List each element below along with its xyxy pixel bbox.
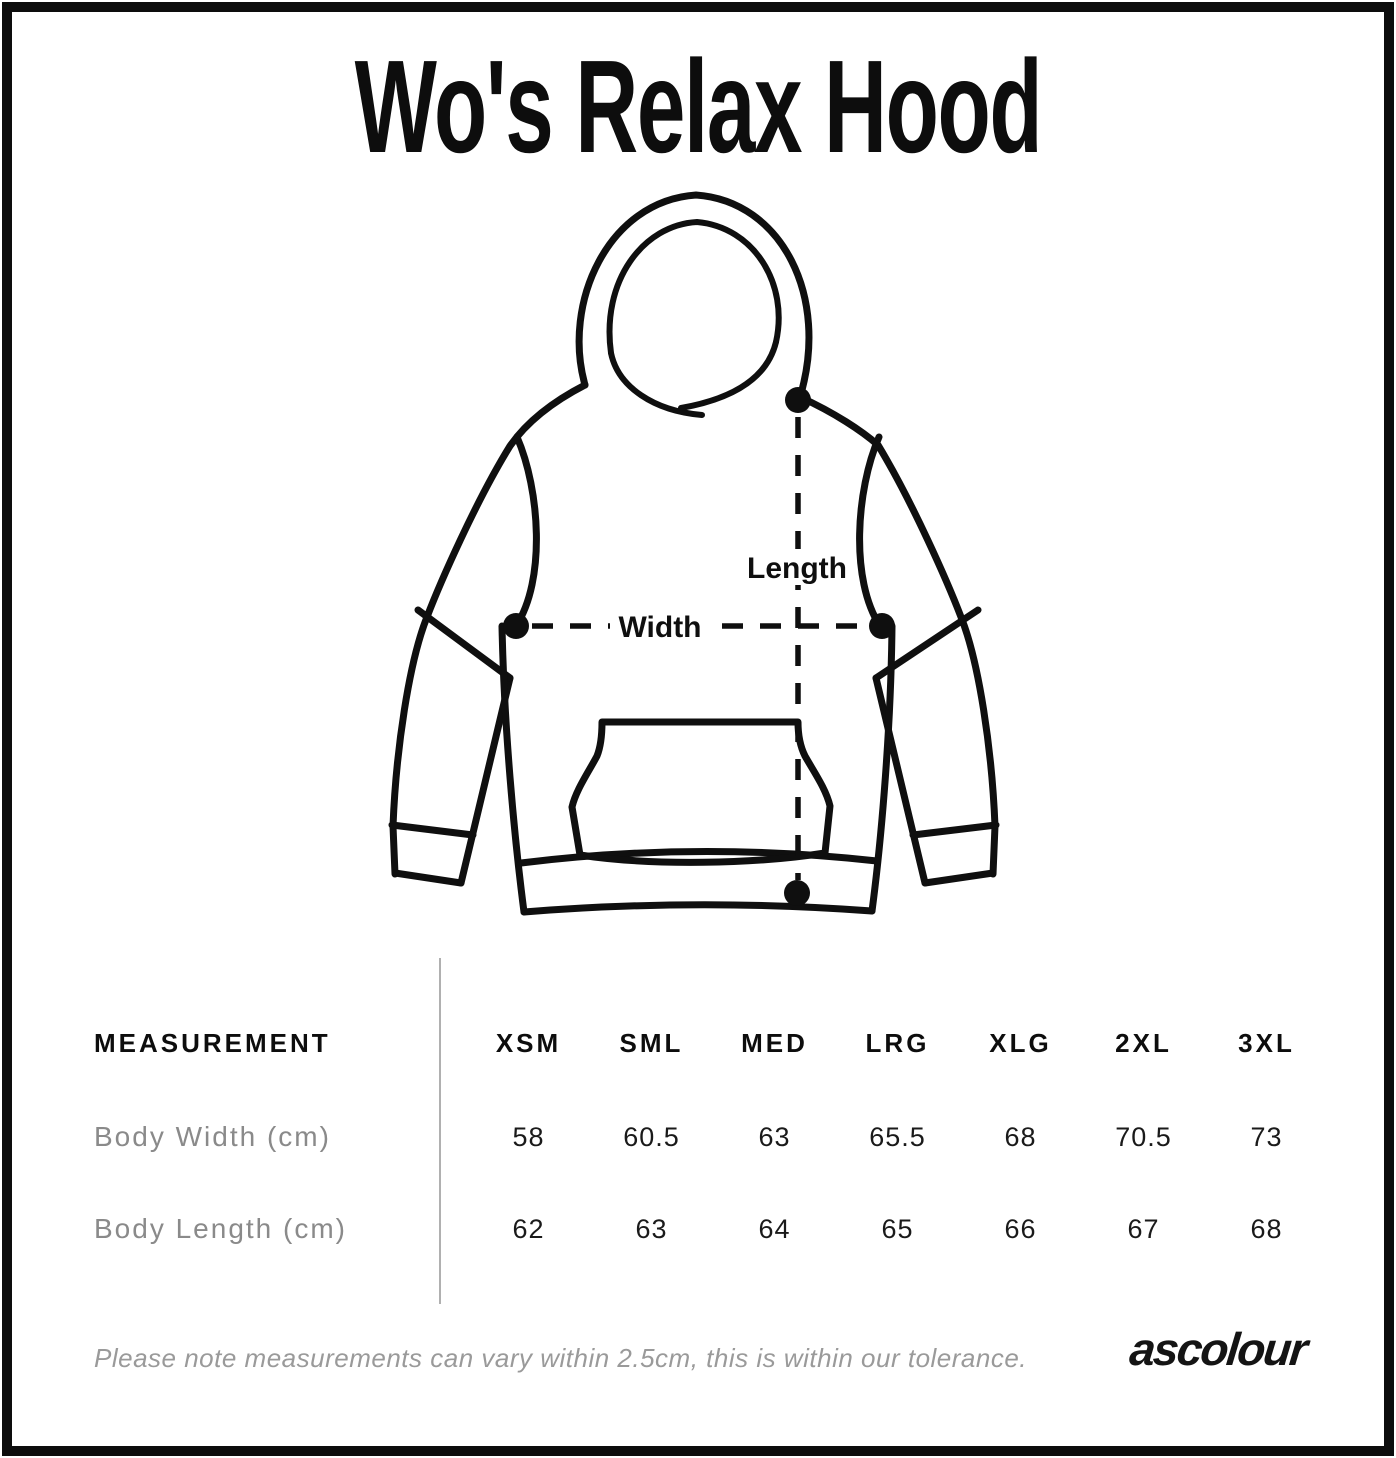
width-label-backing [610, 608, 710, 644]
body-width-2xl: 70.5 [1115, 1122, 1172, 1152]
size-header-sml: SML [619, 1028, 684, 1058]
body-length-sml: 63 [635, 1214, 668, 1244]
length-label: Length [747, 552, 847, 585]
body-length-med: 64 [758, 1214, 791, 1244]
size-header-3xl: 3XL [1238, 1028, 1295, 1058]
size-header-xlg: XLG [989, 1028, 1052, 1058]
neck-measure-dot [785, 387, 811, 413]
body-width-xsm: 58 [512, 1122, 545, 1152]
left-sleeve-outer [389, 381, 589, 878]
body-length-lrg: 65 [881, 1214, 914, 1244]
measurement-header: MEASUREMENT [94, 1028, 331, 1058]
right-raglan-seam [856, 433, 884, 630]
body-width-label: Body Width (cm) [94, 1121, 331, 1152]
body-width-row: Body Width (cm) 58 60.5 63 65.5 68 70.5 … [94, 1117, 1334, 1157]
size-header-lrg: LRG [865, 1028, 930, 1058]
hoodie-size-diagram: Length Width [388, 191, 1000, 916]
left-underarm-seam [414, 606, 514, 682]
left-sleeve-inner [457, 674, 514, 887]
hood-left-flap [608, 350, 705, 418]
body-width-lrg: 65.5 [869, 1122, 926, 1152]
ascolour-logo: ascolour [1127, 1323, 1309, 1375]
left-cuff-top [388, 821, 477, 839]
width-label: Width [618, 611, 701, 644]
hood-right-flap [678, 339, 779, 411]
size-header-2xl: 2XL [1115, 1028, 1172, 1058]
page-title: Wo's Relax Hood [354, 33, 1043, 180]
hem-top-line [517, 847, 881, 867]
hood-inner-outline [606, 219, 782, 356]
hem-measure-dot [784, 880, 810, 906]
right-sleeve-outer [796, 393, 999, 878]
size-header-med: MED [741, 1028, 808, 1058]
left-raglan-seam [512, 433, 540, 630]
tolerance-note: Please note measurements can vary within… [94, 1343, 1028, 1373]
size-header-xsm: XSM [495, 1028, 562, 1058]
body-length-label: Body Length (cm) [94, 1213, 347, 1244]
body-length-xsm: 62 [512, 1214, 545, 1244]
table-divider-line [439, 958, 441, 1304]
body-width-med: 63 [758, 1122, 791, 1152]
body-length-xlg: 66 [1004, 1214, 1037, 1244]
hood-outer-outline [575, 191, 813, 401]
right-cuff-bottom [921, 869, 997, 887]
left-cuff-bottom [391, 869, 465, 887]
hem-bottom-edge [520, 901, 876, 916]
body-length-2xl: 67 [1127, 1214, 1160, 1244]
body-width-xlg: 68 [1004, 1122, 1037, 1152]
kangaroo-pocket [568, 718, 834, 866]
length-label-backing [740, 549, 854, 585]
body-left-edge [498, 622, 528, 916]
left-chest-measure-dot [503, 613, 529, 639]
body-length-3xl: 68 [1250, 1214, 1283, 1244]
body-width-3xl: 73 [1250, 1122, 1283, 1152]
body-length-row: Body Length (cm) 62 63 64 65 66 67 68 [94, 1209, 1334, 1249]
body-right-edge [868, 622, 896, 915]
size-table-header-row: MEASUREMENT XSM SML MED LRG XLG 2XL 3XL [94, 1023, 1334, 1063]
body-width-sml: 60.5 [623, 1122, 680, 1152]
right-chest-measure-dot [869, 613, 895, 639]
right-cuff-top [909, 821, 1000, 839]
right-sleeve-inner [872, 674, 929, 887]
